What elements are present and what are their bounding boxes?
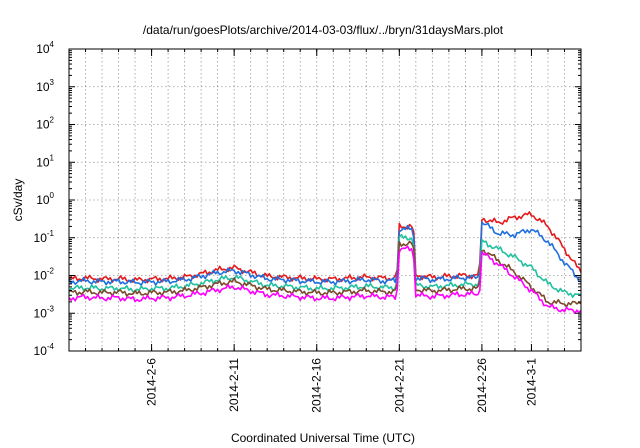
y-tick-label: 10-2 [34, 267, 55, 283]
x-axis-label: Coordinated Universal Time (UTC) [231, 431, 415, 445]
series-line-2 [68, 221, 581, 287]
y-tick-label: 104 [36, 40, 54, 56]
y-tick-label: 10-4 [34, 342, 55, 358]
series-line-1 [68, 211, 582, 284]
series-line-5 [68, 245, 582, 314]
series-line-3 [68, 233, 582, 299]
y-tick-label: 101 [36, 153, 54, 169]
x-tick-label: 2014-2-21 [392, 358, 406, 413]
y-tick-label: 103 [36, 78, 54, 94]
y-axis-label: cSv/day [11, 179, 25, 222]
y-tick-label: 102 [36, 116, 54, 132]
x-tick-label: 2014-2-26 [475, 358, 489, 413]
x-tick-label: 2014-2-16 [310, 358, 324, 413]
y-tick-label: 10-1 [34, 229, 55, 245]
axis-ticks: 10-4 10-3 10-2 10-1 100 101 102 103 104 2014-2-6 2… [34, 40, 581, 413]
chart-title: /data/run/goesPlots/archive/2014-03-03/f… [143, 23, 504, 37]
series-line-4 [68, 240, 582, 308]
x-tick-label: 2014-2-6 [145, 358, 159, 406]
y-tick-label: 100 [36, 191, 54, 207]
data-series [68, 211, 582, 314]
grid [69, 49, 581, 351]
x-tick-label: 2014-3-1 [524, 358, 538, 406]
x-tick-label: 2014-2-11 [227, 358, 241, 412]
y-tick-label: 10-3 [34, 304, 55, 320]
